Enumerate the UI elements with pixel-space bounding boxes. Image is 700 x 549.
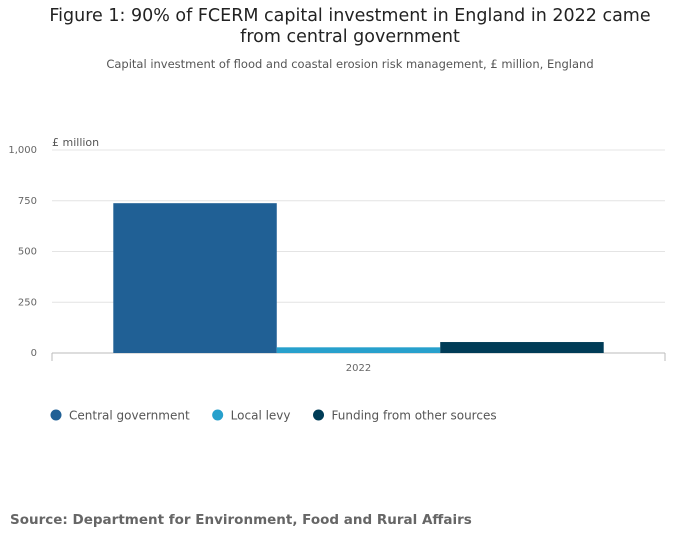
bar <box>440 342 604 353</box>
y-tick-label: 250 <box>18 297 37 308</box>
y-tick-label: 500 <box>18 247 37 258</box>
y-axis-label: £ million <box>52 136 99 149</box>
legend-marker <box>313 409 325 421</box>
legend-label: Funding from other sources <box>332 409 497 423</box>
chart: £ million 0 250 500 750 1,000 2022 Central gov… <box>8 136 666 423</box>
y-tick-label: 0 <box>31 348 37 359</box>
bar <box>113 203 277 353</box>
legend-marker <box>50 409 62 421</box>
y-tick-label: 750 <box>18 196 37 207</box>
x-tick-label: 2022 <box>346 363 371 374</box>
bar <box>276 347 441 353</box>
chart-subtitle: Capital investment of flood and coastal … <box>106 57 594 71</box>
chart-title: Figure 1: 90% of FCERM capital investmen… <box>49 6 651 47</box>
source: Source: Department for Environment, Food… <box>10 512 472 528</box>
legend-label: Central government <box>69 409 190 423</box>
legend-marker <box>212 409 224 421</box>
y-tick-label: 1,000 <box>8 145 37 156</box>
legend-label: Local levy <box>231 409 291 423</box>
